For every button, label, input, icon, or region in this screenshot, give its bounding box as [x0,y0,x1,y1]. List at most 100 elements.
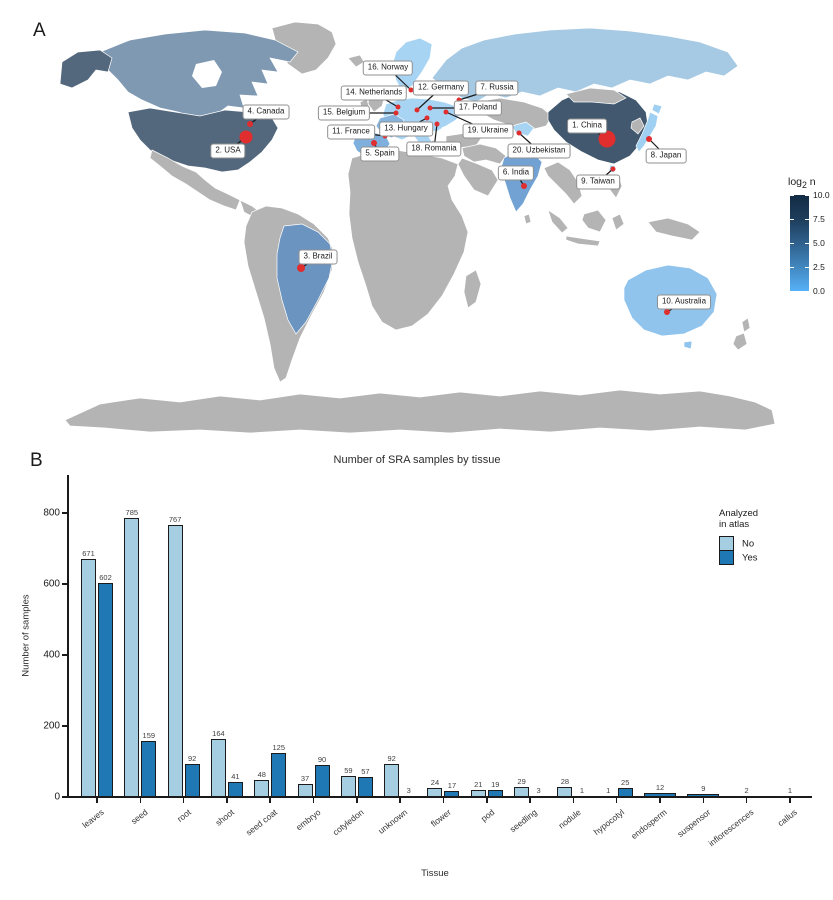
x-axis-tick [182,798,185,803]
map-legend-gradient [790,195,809,291]
country-shape-africa [347,149,469,331]
bar-root-no [167,525,183,797]
hudson-bay [192,60,222,88]
country-shape-new-zealand [732,317,751,351]
map-legend-title: log2 n [788,176,833,190]
chart-legend-entry: No [719,536,758,551]
country-shape-mongolia [565,87,627,105]
bar-value-label: 19 [491,780,500,789]
bar-nodule-no [557,787,573,797]
map-legend-tickmark [790,242,794,244]
chart-legend-entries: No Yes [719,536,758,565]
bar-value-label: 767 [168,515,182,524]
bar-value-label: 37 [300,774,310,783]
chart-legend-entry: Yes [719,550,758,565]
bar-value-label: 28 [560,777,570,786]
sample-dot [610,166,616,172]
country-shape-antarctica [64,389,776,434]
chart-legend-title-line2: in atlas [719,519,750,530]
map-legend-tickmark [805,290,809,292]
sample-dot [664,309,670,315]
x-axis-tick [615,798,618,803]
country-shape-arabia [457,157,499,197]
map-country-label: 1. China [567,118,607,134]
map-country-label: 15. Belgium [317,105,371,121]
x-axis-tick [702,798,705,803]
bar-hypocotyl-no [600,796,616,798]
country-shape-mexico [149,149,241,211]
map-legend-tickmark [790,266,794,268]
x-axis-tick [356,798,358,803]
map-country-label: 19. Ukraine [462,123,514,139]
bar-value-label: 125 [272,743,285,752]
x-axis-tick-label: inflorescences [706,807,756,849]
country-shape-iceland [347,54,365,68]
x-axis-tick [399,798,401,803]
bar-seed-yes [141,741,157,797]
bar-hypocotyl-yes [617,788,633,797]
map-legend-tickmark [805,266,809,268]
panel-a-label: A [33,20,46,41]
country-shape-middle-east [461,143,507,165]
sample-dot [646,136,652,142]
map-country-label: 2. USA [210,143,246,159]
country-shape-japan [635,103,663,153]
country-shape-se-asia [543,161,583,205]
x-axis-tick [572,798,575,803]
x-axis-tick [96,798,98,803]
y-axis-tick-label: 600 [43,578,60,590]
sample-dot [516,130,522,136]
y-axis-tick [62,583,68,585]
x-axis-tick [789,798,791,803]
bar-value-label: 12 [655,783,665,792]
x-axis-tick [659,798,661,803]
sample-dot [393,110,399,116]
bar-value-label: 41 [231,772,240,781]
chart-title: Number of SRA samples by tissue [333,454,501,466]
bar-seed-no [124,518,140,797]
map-legend-tickmark [790,218,794,220]
chart-legend-key-yes [719,550,734,565]
x-axis-tick-label: shoot [213,807,237,828]
x-axis-tick-label: leaves [80,807,107,831]
x-axis-tick-label: hypocotyl [591,807,626,837]
x-axis-tick-label: callus [775,807,800,829]
map-country-label: 10. Australia [656,294,712,310]
bar-flower-no [427,788,443,797]
sample-dot [395,104,401,110]
x-axis-tick-label: seed coat [244,807,280,838]
y-axis-tick [62,796,68,798]
x-axis-tick-label: flower [428,807,453,829]
bar-root-yes [184,764,200,797]
x-axis-tick-label: cotyledon [331,807,367,838]
bar-flower-yes [444,791,460,797]
bar-value-label: 671 [82,549,95,558]
bar-value-label: 1 [579,786,584,795]
country-shape-tasmania [683,340,693,350]
bar-embryo-yes [314,765,330,797]
sample-dot [297,264,305,272]
map-legend-tick-label: 7.5 [813,214,825,224]
y-axis-title: Number of samples [20,594,32,677]
sample-dot [408,87,414,93]
sample-dot [443,109,449,115]
bar-leaves-yes [98,583,113,797]
map-legend-tick-label: 5.0 [813,238,825,248]
chart-legend-key-no [719,536,734,551]
bar-value-label: 25 [621,778,630,787]
x-axis-tick-label: endosperm [629,807,670,842]
map-legend-tick-label: 10.0 [813,190,830,200]
x-axis-tick [486,798,488,803]
bar-value-label: 59 [344,766,353,775]
chart-legend-entry-label: Yes [742,552,758,563]
x-axis-tick [529,798,531,803]
chart-legend-title-line1: Analyzed [719,508,759,519]
sample-dot [434,121,440,127]
bar-value-label: 92 [187,754,197,763]
map-country-label: 16. Norway [362,60,414,76]
map-country-label: 14. Netherlands [340,85,408,101]
country-shape-indonesia-philippines [547,173,701,247]
bar-nodule-yes [574,796,590,798]
bar-value-label: 1 [606,786,611,795]
